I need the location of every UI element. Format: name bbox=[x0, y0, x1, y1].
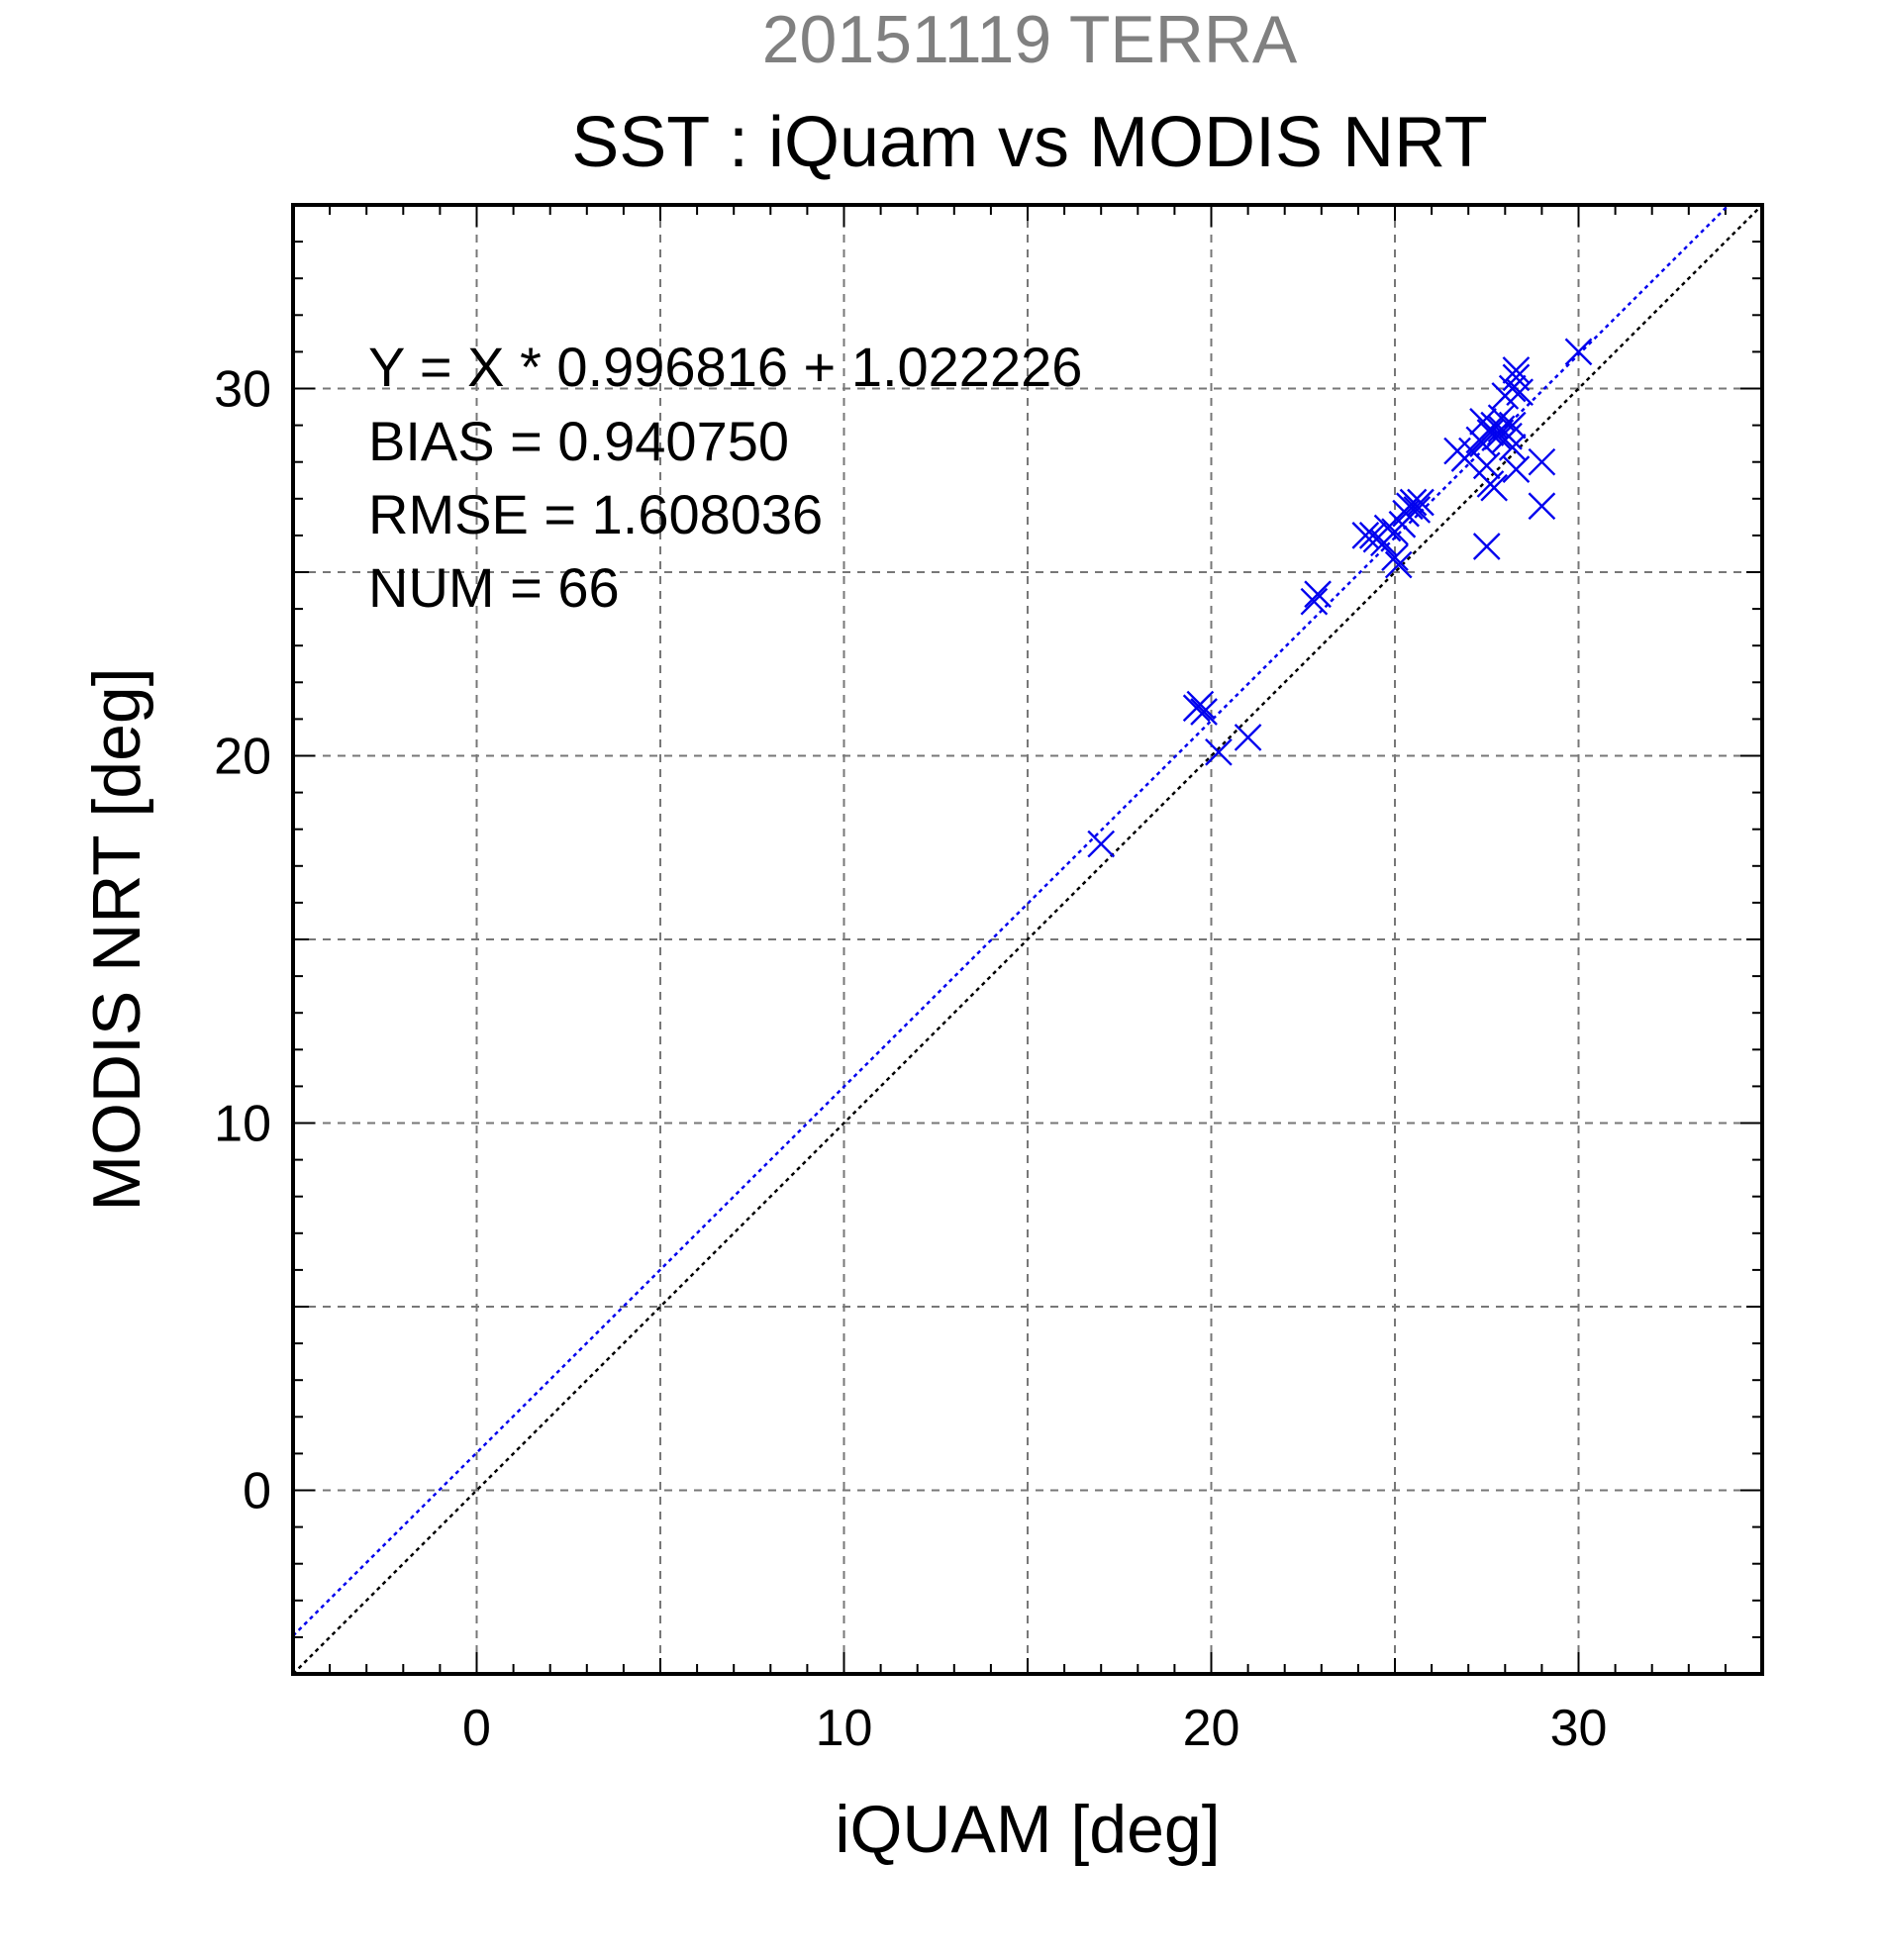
data-point-marker bbox=[1498, 374, 1527, 403]
one-to-one-line bbox=[292, 204, 1763, 1675]
x-tick-label: 10 bbox=[816, 1700, 873, 1757]
data-point-marker bbox=[1487, 404, 1516, 433]
data-point-marker bbox=[1502, 455, 1531, 483]
data-point-marker bbox=[1300, 587, 1329, 616]
data-point-marker bbox=[1506, 378, 1534, 407]
y-tick-label: 10 bbox=[214, 1096, 271, 1153]
data-point-marker bbox=[1351, 522, 1380, 549]
chart-subtitle: 20151119 TERRA bbox=[762, 2, 1298, 77]
x-tick-label: 20 bbox=[1183, 1700, 1240, 1757]
plot-frame bbox=[291, 203, 1764, 1676]
points-layer bbox=[1087, 338, 1593, 858]
stats-annotation: Y = X * 0.996816 + 1.022226 BIAS = 0.940… bbox=[368, 336, 1082, 619]
data-point-marker bbox=[1234, 724, 1262, 751]
data-point-marker bbox=[1480, 473, 1509, 502]
data-point-marker bbox=[1403, 496, 1432, 524]
y-tick-label: 0 bbox=[243, 1463, 271, 1520]
data-point-marker bbox=[1476, 419, 1505, 446]
data-point-marker bbox=[1472, 451, 1501, 480]
chart-title: SST : iQuam vs MODIS NRT bbox=[571, 103, 1488, 182]
data-point-marker bbox=[1484, 422, 1512, 450]
data-point-marker bbox=[1381, 543, 1409, 572]
tick-labels-layer: 0 10 20 30 0 10 20 30 bbox=[214, 361, 1607, 1758]
data-point-marker bbox=[1528, 447, 1556, 476]
x-tick-label: 30 bbox=[1550, 1700, 1608, 1757]
data-point-marker bbox=[1472, 533, 1501, 560]
data-point-marker bbox=[1407, 488, 1435, 517]
data-point-marker bbox=[1304, 580, 1332, 609]
data-point-marker bbox=[1205, 737, 1233, 766]
data-point-marker bbox=[1186, 690, 1215, 719]
data-point-marker bbox=[1087, 830, 1116, 858]
bias-text: BIAS = 0.940750 bbox=[368, 410, 789, 472]
data-point-marker bbox=[1399, 488, 1428, 517]
data-point-marker bbox=[1564, 338, 1593, 366]
fit-equation-text: Y = X * 0.996816 + 1.022226 bbox=[368, 336, 1082, 398]
x-tick-label: 0 bbox=[462, 1700, 491, 1757]
data-point-marker bbox=[1190, 698, 1218, 726]
num-text: NUM = 66 bbox=[368, 556, 620, 619]
y-tick-label: 30 bbox=[214, 361, 271, 419]
data-point-marker bbox=[1528, 492, 1556, 521]
y-axis-title: MODIS NRT [deg] bbox=[79, 667, 154, 1211]
data-point-marker bbox=[1384, 550, 1413, 579]
y-tick-label: 20 bbox=[214, 729, 271, 786]
rmse-text: RMSE = 1.608036 bbox=[368, 483, 823, 545]
x-axis-title: iQUAM [deg] bbox=[835, 1792, 1220, 1867]
data-point-marker bbox=[1495, 422, 1523, 450]
